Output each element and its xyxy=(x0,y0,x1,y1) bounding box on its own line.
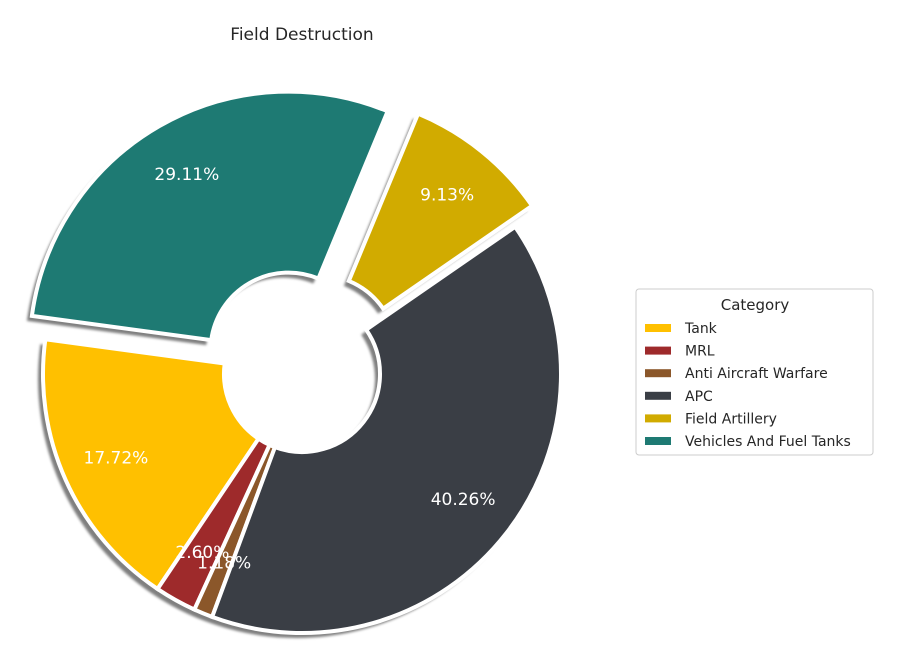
value-label-apc: 40.26% xyxy=(431,490,496,510)
chart-title: Field Destruction xyxy=(230,25,373,45)
legend-label-vehicles-and-fuel-tanks: Vehicles And Fuel Tanks xyxy=(685,434,851,450)
legend-swatch-anti-aircraft-warfare xyxy=(645,369,671,378)
legend-swatch-vehicles-and-fuel-tanks xyxy=(645,437,671,445)
value-labels: 17.72% 2.60%1.18% 40.26% 9.13% 29.11% xyxy=(84,165,496,574)
legend-swatch-mrl xyxy=(645,346,671,355)
legend-swatch-apc xyxy=(645,391,671,400)
slice-tank xyxy=(41,337,262,592)
legend-label-anti-aircraft-warfare: Anti Aircraft Warfare xyxy=(685,366,828,382)
value-label-mrl: 2.60% xyxy=(175,543,229,563)
legend-box xyxy=(635,288,874,456)
legend-title: Category xyxy=(721,296,790,314)
value-label-field-artillery: 9.13% xyxy=(420,185,474,205)
legend-label-mrl: MRL xyxy=(685,344,715,360)
value-label-vehicles-and-fuel-tanks: 29.11% xyxy=(154,165,219,185)
value-label-anti-aircraft-warfare: 1.18% xyxy=(197,554,251,574)
legend-label-field-artillery: Field Artillery xyxy=(685,411,777,427)
legend-swatch-field-artillery xyxy=(645,414,671,423)
slice-apc xyxy=(209,224,563,635)
legend-label-tank: Tank xyxy=(684,321,718,337)
legend: Category Tank MRL Anti Aircraft Warfare APC… xyxy=(635,288,874,456)
slice-field-artillery xyxy=(346,111,535,312)
legend-swatch-tank xyxy=(645,324,671,332)
slices xyxy=(29,89,563,635)
slice-vehicles-and-fuel-tanks xyxy=(29,89,391,343)
value-label-tank: 17.72% xyxy=(84,449,149,469)
legend-label-apc: APC xyxy=(685,389,713,405)
